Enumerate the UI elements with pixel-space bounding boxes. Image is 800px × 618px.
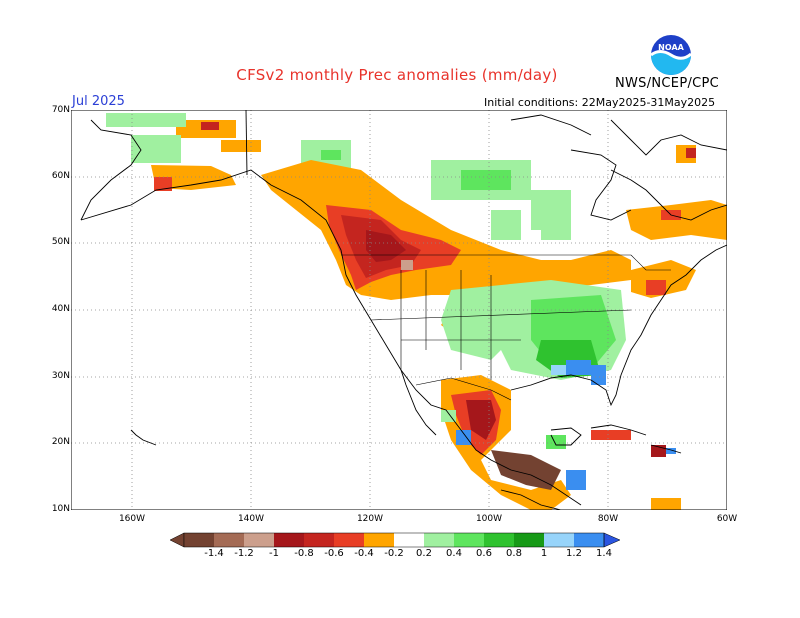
lat-label-20n: 20N <box>51 437 70 447</box>
colorbar-label: 0.4 <box>446 548 462 559</box>
colorbar-label: 1 <box>540 548 548 559</box>
political-borders <box>341 254 671 401</box>
colorbar-label: 0.8 <box>506 548 522 559</box>
anomaly-map <box>71 110 727 510</box>
lat-label-10n: 10N <box>51 504 70 514</box>
lat-label-60n: 60N <box>51 171 70 181</box>
initial-conditions: Initial conditions: 22May2025-31May2025 <box>484 96 716 109</box>
lon-label-60w: 60W <box>716 514 738 524</box>
colorbar-label: -0.2 <box>384 548 404 559</box>
colorbar-label: 1.4 <box>596 548 612 559</box>
map-title: CFSv2 monthly Prec anomalies (mm/day) <box>236 66 558 84</box>
lon-label-120w: 120W <box>356 514 384 524</box>
lat-lon-grid <box>71 110 727 510</box>
colorbar-label: -0.4 <box>354 548 374 559</box>
coastlines <box>80 110 727 510</box>
colorbar-label: -1.4 <box>204 548 224 559</box>
colorbar-label: 0.6 <box>476 548 492 559</box>
lon-label-160w: 160W <box>118 514 146 524</box>
colorbar-label: -0.6 <box>324 548 344 559</box>
lon-label-100w: 100W <box>475 514 503 524</box>
lon-label-140w: 140W <box>237 514 265 524</box>
lon-label-80w: 80W <box>597 514 619 524</box>
lat-label-50n: 50N <box>51 237 70 247</box>
colorbar-label: -0.8 <box>294 548 314 559</box>
colorbar <box>170 532 621 548</box>
agency-label: NWS/NCEP/CPC <box>615 76 720 91</box>
forecast-month: Jul 2025 <box>72 94 125 109</box>
colorbar-label: 1.2 <box>566 548 582 559</box>
lat-label-30n: 30N <box>51 371 70 381</box>
colorbar-label: -1 <box>269 548 279 559</box>
colorbar-label: 0.2 <box>416 548 432 559</box>
svg-text:NOAA: NOAA <box>658 43 684 52</box>
lat-label-70n: 70N <box>51 105 70 115</box>
noaa-logo-icon: NOAA <box>650 35 692 75</box>
lat-label-40n: 40N <box>51 304 70 314</box>
colorbar-label: -1.2 <box>234 548 254 559</box>
